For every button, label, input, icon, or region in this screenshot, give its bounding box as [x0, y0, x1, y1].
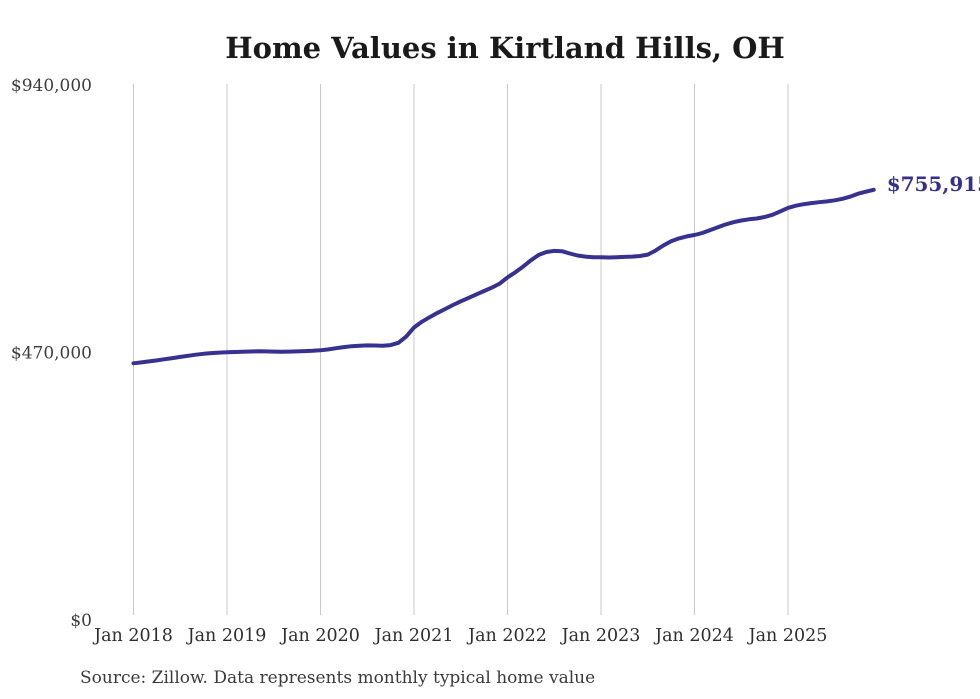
x-tick-label: Jan 2025 [747, 626, 828, 646]
x-tick-label: Jan 2023 [560, 626, 641, 646]
x-tick-label: Jan 2018 [92, 626, 173, 646]
x-axis-ticks: Jan 2018 Jan 2019 Jan 2020 Jan 2021 Jan 2022… [92, 626, 827, 646]
y-axis-ticks: $940,000 $470,000 $0 [11, 76, 92, 631]
x-tick-label: Jan 2021 [373, 626, 454, 646]
x-tick-label: Jan 2019 [186, 626, 267, 646]
y-tick-label: $940,000 [11, 76, 92, 96]
y-tick-label: $470,000 [11, 344, 92, 364]
x-tick-label: Jan 2022 [466, 626, 547, 646]
home-value-line [131, 187, 876, 366]
source-note: Source: Zillow. Data represents monthly … [80, 668, 595, 688]
chart-title: Home Values in Kirtland Hills, OH [225, 31, 785, 65]
x-tick-label: Jan 2024 [653, 626, 734, 646]
gridline-group [133, 84, 789, 615]
y-tick-label: $0 [70, 611, 92, 631]
end-value-label: $755,915 [887, 172, 980, 196]
series-group [131, 187, 876, 366]
x-tick-label: Jan 2020 [279, 626, 360, 646]
